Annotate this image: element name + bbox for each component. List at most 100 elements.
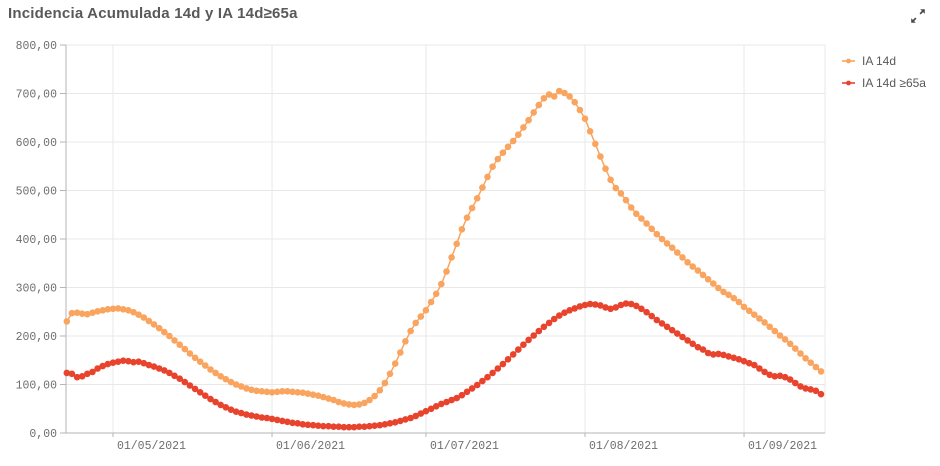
data-point[interactable] xyxy=(397,349,404,356)
data-point[interactable] xyxy=(745,359,753,367)
data-point[interactable] xyxy=(443,268,450,275)
data-point[interactable] xyxy=(735,298,743,306)
data-point[interactable] xyxy=(273,388,281,396)
data-point[interactable] xyxy=(530,109,537,116)
data-point[interactable] xyxy=(592,301,599,308)
data-point[interactable] xyxy=(725,353,732,360)
data-point[interactable] xyxy=(612,184,620,192)
data-point[interactable] xyxy=(268,415,276,423)
data-point[interactable] xyxy=(802,355,809,362)
data-point[interactable] xyxy=(586,300,594,308)
data-point[interactable] xyxy=(458,391,466,399)
data-point[interactable] xyxy=(453,240,461,248)
data-point[interactable] xyxy=(643,308,650,316)
data-point[interactable] xyxy=(309,391,317,399)
data-point[interactable] xyxy=(561,309,568,317)
data-point[interactable] xyxy=(525,336,532,344)
legend-item-ia14d-65a[interactable]: IA 14d ≥65a xyxy=(841,76,926,90)
data-point[interactable] xyxy=(694,343,702,351)
data-point[interactable] xyxy=(684,337,691,344)
data-point[interactable] xyxy=(576,303,584,310)
data-point[interactable] xyxy=(515,346,522,353)
data-point[interactable] xyxy=(289,388,296,396)
data-point[interactable] xyxy=(63,318,71,325)
data-point[interactable] xyxy=(427,405,435,413)
data-point[interactable] xyxy=(320,393,327,401)
data-point[interactable] xyxy=(668,326,676,334)
data-point[interactable] xyxy=(345,401,353,408)
data-point[interactable] xyxy=(217,401,224,409)
data-point[interactable] xyxy=(412,319,420,327)
data-point[interactable] xyxy=(314,422,322,430)
data-point[interactable] xyxy=(371,422,378,430)
data-point[interactable] xyxy=(340,400,348,407)
data-point[interactable] xyxy=(171,372,178,380)
data-point[interactable] xyxy=(735,356,743,363)
data-point[interactable] xyxy=(94,365,101,372)
data-point[interactable] xyxy=(243,411,250,418)
data-point[interactable] xyxy=(114,358,122,366)
data-point[interactable] xyxy=(576,106,584,114)
data-point[interactable] xyxy=(304,390,312,398)
data-point[interactable] xyxy=(78,373,86,380)
data-point[interactable] xyxy=(284,418,291,426)
data-point[interactable] xyxy=(812,387,820,395)
data-point[interactable] xyxy=(627,300,635,308)
data-point[interactable] xyxy=(468,204,476,212)
data-point[interactable] xyxy=(710,280,717,287)
data-point[interactable] xyxy=(304,421,312,429)
data-point[interactable] xyxy=(268,389,276,396)
data-point[interactable] xyxy=(638,215,645,222)
data-point[interactable] xyxy=(617,190,625,197)
data-point[interactable] xyxy=(756,365,763,372)
data-point[interactable] xyxy=(473,195,481,202)
data-point[interactable] xyxy=(776,332,784,339)
data-point[interactable] xyxy=(176,375,183,383)
data-point[interactable] xyxy=(350,423,358,431)
data-point[interactable] xyxy=(556,87,563,95)
data-point[interactable] xyxy=(248,412,255,419)
data-point[interactable] xyxy=(602,304,609,311)
data-point[interactable] xyxy=(802,385,809,392)
data-point[interactable] xyxy=(817,368,825,375)
data-point[interactable] xyxy=(407,327,414,335)
data-point[interactable] xyxy=(761,319,768,326)
data-point[interactable] xyxy=(786,340,794,348)
data-point[interactable] xyxy=(222,375,230,383)
data-point[interactable] xyxy=(622,196,630,204)
data-point[interactable] xyxy=(797,383,804,390)
data-point[interactable] xyxy=(540,323,548,331)
data-point[interactable] xyxy=(361,399,368,407)
data-point[interactable] xyxy=(227,406,235,414)
data-point[interactable] xyxy=(145,317,153,325)
data-point[interactable] xyxy=(473,381,481,389)
data-point[interactable] xyxy=(422,407,430,415)
data-point[interactable] xyxy=(817,390,825,398)
data-point[interactable] xyxy=(145,361,153,369)
data-point[interactable] xyxy=(720,288,727,296)
data-point[interactable] xyxy=(161,328,168,336)
data-point[interactable] xyxy=(653,230,661,238)
data-point[interactable] xyxy=(412,412,420,420)
data-point[interactable] xyxy=(402,338,409,345)
data-point[interactable] xyxy=(89,309,96,317)
data-point[interactable] xyxy=(294,420,302,427)
data-point[interactable] xyxy=(150,363,158,370)
data-point[interactable] xyxy=(566,93,573,100)
data-point[interactable] xyxy=(658,320,666,327)
data-point[interactable] xyxy=(361,423,368,431)
data-point[interactable] xyxy=(161,367,168,374)
data-point[interactable] xyxy=(402,416,409,423)
data-point[interactable] xyxy=(653,316,661,324)
data-point[interactable] xyxy=(125,307,132,314)
data-point[interactable] xyxy=(751,361,758,369)
data-point[interactable] xyxy=(530,332,537,339)
data-point[interactable] xyxy=(355,423,363,431)
data-point[interactable] xyxy=(807,386,814,393)
data-point[interactable] xyxy=(592,140,599,148)
data-point[interactable] xyxy=(550,315,558,323)
data-point[interactable] xyxy=(561,89,568,97)
data-point[interactable] xyxy=(730,354,738,362)
data-point[interactable] xyxy=(125,357,132,365)
